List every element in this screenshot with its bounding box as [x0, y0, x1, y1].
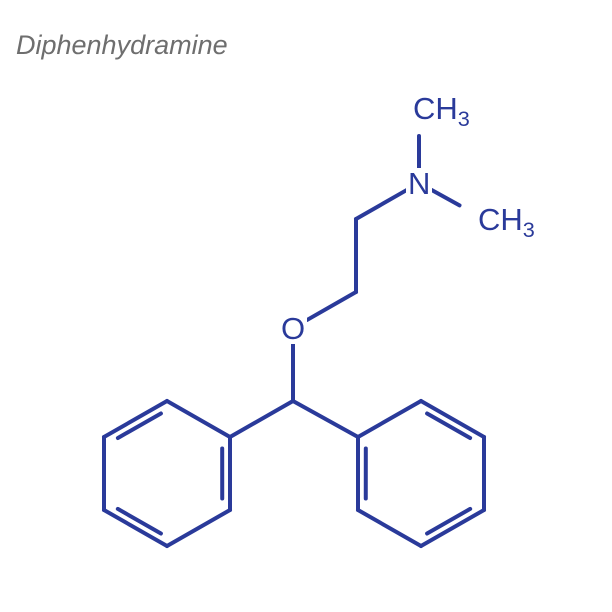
diagram-canvas: Diphenhydramine ONCH3CH3	[0, 0, 612, 612]
atom-label: N	[406, 168, 432, 199]
atom-label: CH3	[478, 204, 535, 235]
atom-label: O	[279, 313, 307, 344]
atom-label: CH3	[413, 93, 470, 124]
bond-layer	[0, 0, 612, 612]
